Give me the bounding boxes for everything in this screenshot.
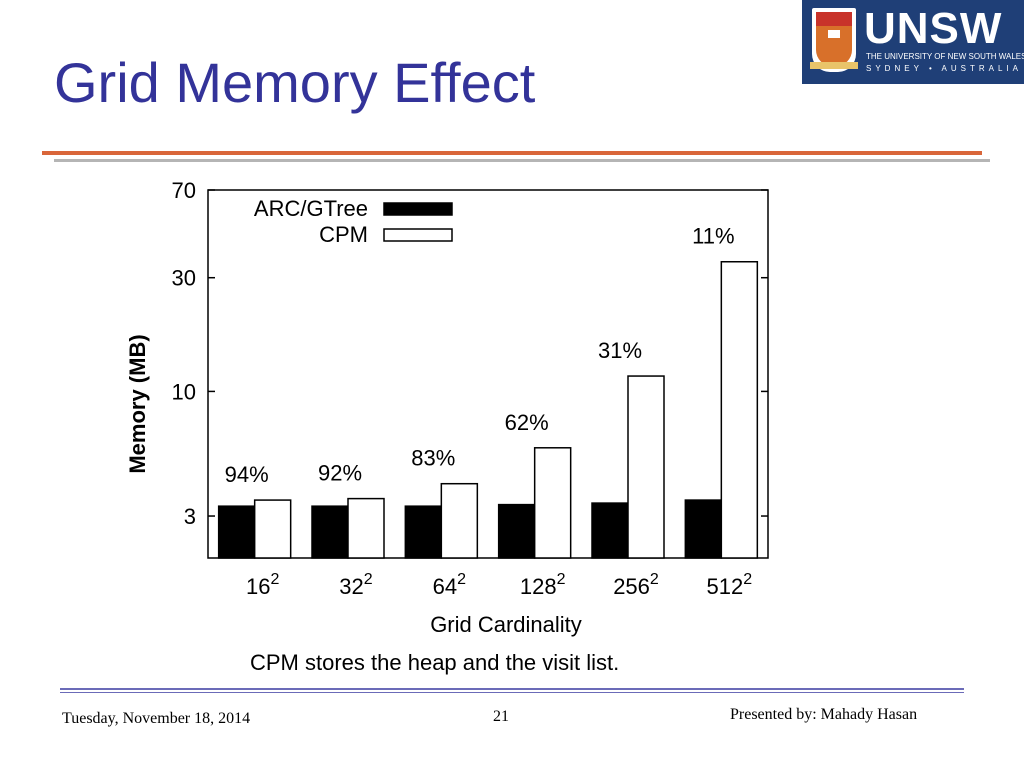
x-tick-label: 2562 [613,571,659,599]
y-tick-label: 3 [184,504,196,529]
x-tick-label-base: 128 [520,574,557,599]
x-tick-label-exponent: 2 [270,571,279,588]
x-tick-label-base: 16 [246,574,270,599]
legend-label: ARC/GTree [254,196,368,221]
cpm-bar [627,375,665,559]
x-tick-label-base: 64 [433,574,457,599]
crest-chief [816,12,852,26]
cpm-bar [533,447,572,559]
bar-annotation: 94% [225,462,269,487]
x-tick-label-exponent: 2 [457,571,466,588]
y-tick-label: 30 [172,266,196,291]
footer-date: Tuesday, November 18, 2014 [62,710,251,727]
legend-swatch [383,228,453,242]
slide-title: Grid Memory Effect [54,51,536,114]
legend-swatch [383,202,453,216]
x-tick-label-base: 256 [613,574,650,599]
arc-gtree-bar [497,503,536,559]
x-tick-label-exponent: 2 [650,571,659,588]
bar-annotation: 83% [411,446,455,471]
x-axis-label: Grid Cardinality [430,612,582,637]
logo-line1: THE UNIVERSITY OF NEW SOUTH WALES [866,52,1024,61]
x-tick-label-exponent: 2 [743,571,752,588]
y-tick-label: 70 [172,178,196,203]
cpm-bar [253,499,292,559]
footer-divider-2 [60,692,964,693]
arc-gtree-bar [591,502,629,559]
x-tick-label: 642 [433,571,466,599]
x-tick-label-exponent: 2 [364,571,373,588]
bar-annotation: 31% [598,338,642,363]
arc-gtree-bar [217,505,256,559]
x-tick-label: 322 [339,571,372,599]
x-tick-label-base: 32 [339,574,363,599]
bar-annotation: 62% [505,410,549,435]
bar-annotation: 92% [318,461,362,486]
arc-gtree-bar [404,505,443,559]
page-number: 21 [493,708,509,725]
title-divider-orange [42,151,982,155]
memory-bar-chart: 310307094%16292%32283%64262%128231%25621… [125,178,769,637]
footer-divider-1 [60,688,964,690]
logo-wordmark: UNSW [864,4,1003,53]
arc-gtree-bar [684,499,723,559]
footer-presenter: Presented by: Mahady Hasan [730,706,918,723]
cpm-bar [440,482,479,559]
x-tick-label-exponent: 2 [557,571,566,588]
bar-annotation: 11% [692,224,734,249]
x-tick-label: 162 [246,571,279,599]
cpm-bar [720,260,759,559]
x-tick-label: 1282 [520,571,566,599]
crest-banner [810,62,858,69]
arc-gtree-bar [311,505,349,559]
x-tick-label: 5122 [707,571,753,599]
crest-book-icon [828,30,840,38]
logo-line2: SYDNEY • AUSTRALIA [866,64,1023,73]
title-divider-gray [54,159,990,162]
unsw-logo: UNSW THE UNIVERSITY OF NEW SOUTH WALES S… [802,0,1024,84]
y-axis-label: Memory (MB) [125,334,150,473]
cpm-bar [347,497,385,559]
x-tick-label-base: 512 [707,574,744,599]
plot-frame [207,189,769,559]
chart-caption: CPM stores the heap and the visit list. [250,650,620,675]
legend-label: CPM [319,222,368,247]
y-tick-label: 10 [172,379,196,404]
